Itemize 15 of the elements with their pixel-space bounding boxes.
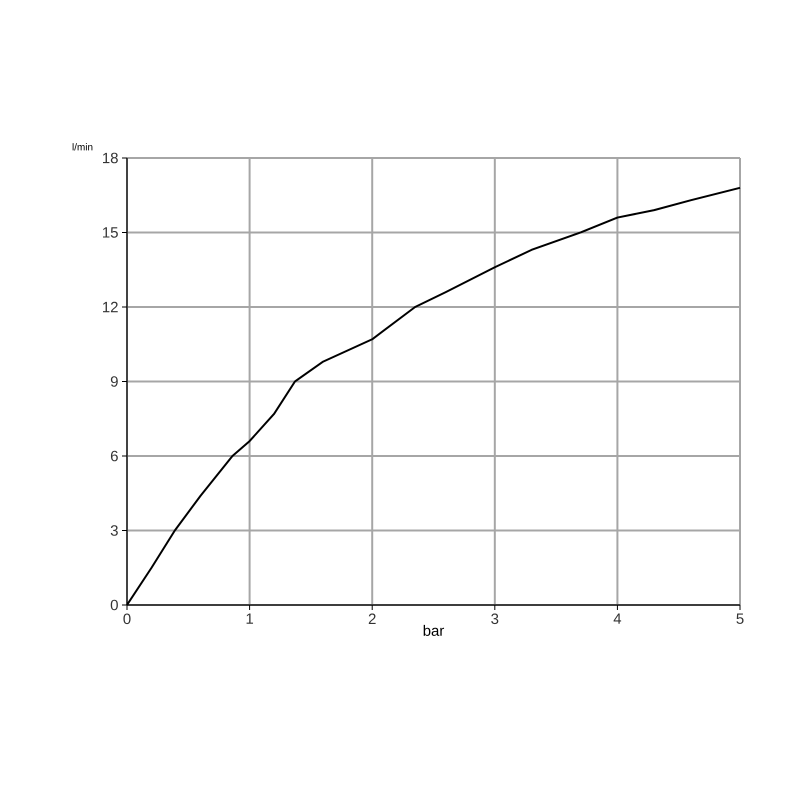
y-tick-label: 3 — [110, 525, 118, 536]
x-tick-label: 4 — [614, 614, 622, 624]
y-tick-label: 12 — [103, 302, 118, 312]
x-tick-label: 2 — [368, 614, 376, 624]
y-tick-label: 9 — [110, 376, 118, 387]
x-tick-label: 3 — [491, 614, 498, 624]
x-tick-label: 5 — [736, 614, 744, 624]
y-tick-label: 15 — [103, 227, 118, 238]
y-tick-label: 6 — [110, 450, 118, 462]
x-axis-title: bar — [424, 624, 444, 636]
x-tick-label: 0 — [123, 614, 131, 624]
y-tick-label: 0 — [110, 600, 118, 610]
y-axis-title: l/min — [72, 143, 92, 150]
x-tick-label: 1 — [246, 614, 254, 624]
y-tick-label: 18 — [103, 152, 118, 164]
